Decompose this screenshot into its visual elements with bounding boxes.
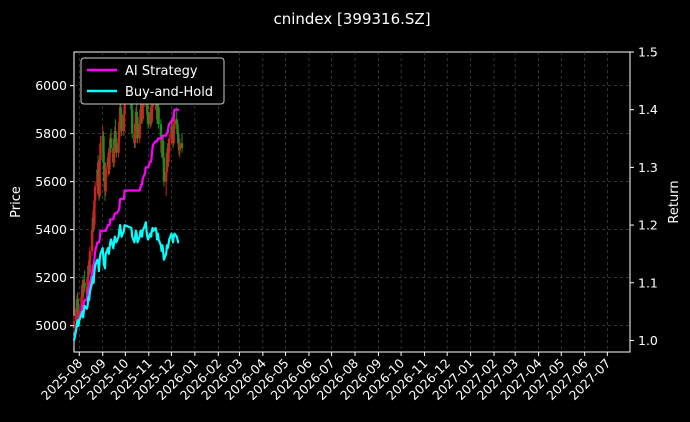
legend-label-buy-and-hold: Buy-and-Hold	[125, 85, 213, 100]
candle-body	[96, 169, 99, 187]
candle-body	[99, 143, 102, 160]
candle-body	[93, 186, 97, 201]
candle-body	[76, 299, 79, 312]
candle-body	[136, 116, 139, 139]
y-axis-right: 1.0 1.1 1.2 1.3 1.4 1.5	[630, 45, 658, 348]
candle-body	[150, 107, 154, 122]
candle-body	[135, 112, 138, 117]
candle-body	[96, 169, 100, 177]
candle-body	[123, 100, 126, 115]
candle-body	[98, 160, 101, 196]
candle-body	[119, 107, 123, 115]
candle-body	[159, 124, 163, 139]
candle-body	[117, 138, 120, 153]
candle-body	[141, 102, 144, 120]
candle-body	[176, 124, 179, 134]
candle-body	[139, 109, 142, 124]
candle-body	[134, 112, 138, 127]
candle-body	[72, 320, 76, 328]
candle-body	[130, 100, 133, 110]
candle-body	[118, 121, 121, 139]
return-lines	[72, 108, 180, 341]
y-tick-label: 5600	[35, 174, 67, 189]
candle-body	[88, 251, 92, 273]
candle-body	[162, 157, 166, 182]
legend-label-ai-strategy: AI Strategy	[125, 64, 198, 79]
candle-body	[180, 143, 184, 148]
candle-body	[172, 128, 175, 144]
y2-tick-label: 1.5	[638, 45, 658, 60]
y-tick-label: 5800	[35, 126, 67, 141]
candle-body	[108, 152, 111, 170]
y2-axis-label: Return	[667, 180, 682, 223]
line-buy-and-hold	[72, 221, 180, 341]
candle-body	[133, 126, 137, 144]
candle-body	[178, 143, 181, 151]
candle-body	[173, 119, 176, 129]
candle-body	[120, 114, 123, 132]
candle-body	[103, 162, 106, 182]
candle-body	[93, 200, 96, 225]
candle-body	[164, 172, 168, 182]
candle-body	[83, 282, 86, 288]
candle-body	[138, 124, 141, 139]
candle-body	[175, 119, 178, 124]
candle-body	[161, 140, 165, 158]
candle-body	[102, 136, 105, 163]
y2-tick-label: 1.3	[638, 160, 658, 175]
candle-body	[114, 131, 117, 144]
chart-title: cnindex [399316.SZ]	[273, 10, 430, 28]
candle-body	[82, 282, 86, 292]
candle-body	[115, 143, 118, 153]
candle-body	[104, 167, 107, 192]
candle-body	[75, 308, 78, 321]
y2-tick-label: 1.0	[638, 333, 658, 348]
y-tick-label: 5400	[35, 222, 67, 237]
candle-body	[146, 100, 149, 115]
candle-body	[109, 138, 113, 148]
candle-body	[157, 107, 160, 124]
y2-tick-label: 1.2	[638, 218, 658, 233]
legend: AI Strategy Buy-and-Hold	[80, 57, 225, 105]
candle-body	[171, 126, 174, 134]
y2-tick-label: 1.4	[638, 102, 658, 117]
candle-body	[86, 277, 89, 295]
candle-body	[146, 114, 150, 124]
candle-body	[177, 133, 180, 144]
candle-body	[112, 148, 116, 163]
line-ai-strategy	[72, 108, 180, 341]
y-tick-label: 5000	[35, 318, 67, 333]
candle-body	[80, 296, 83, 312]
candle-body	[90, 229, 94, 252]
y-tick-label: 5200	[35, 270, 67, 285]
y-axis-label: Price	[9, 186, 24, 218]
candle-body	[167, 152, 170, 163]
candle-body	[167, 138, 171, 153]
y-axis-left: 5000 5200 5400 5600 5800 6000	[35, 78, 74, 333]
candle-body	[130, 109, 134, 134]
y-tick-label: 6000	[35, 78, 67, 93]
y2-tick-label: 1.1	[638, 275, 658, 290]
candle-body	[122, 114, 126, 132]
